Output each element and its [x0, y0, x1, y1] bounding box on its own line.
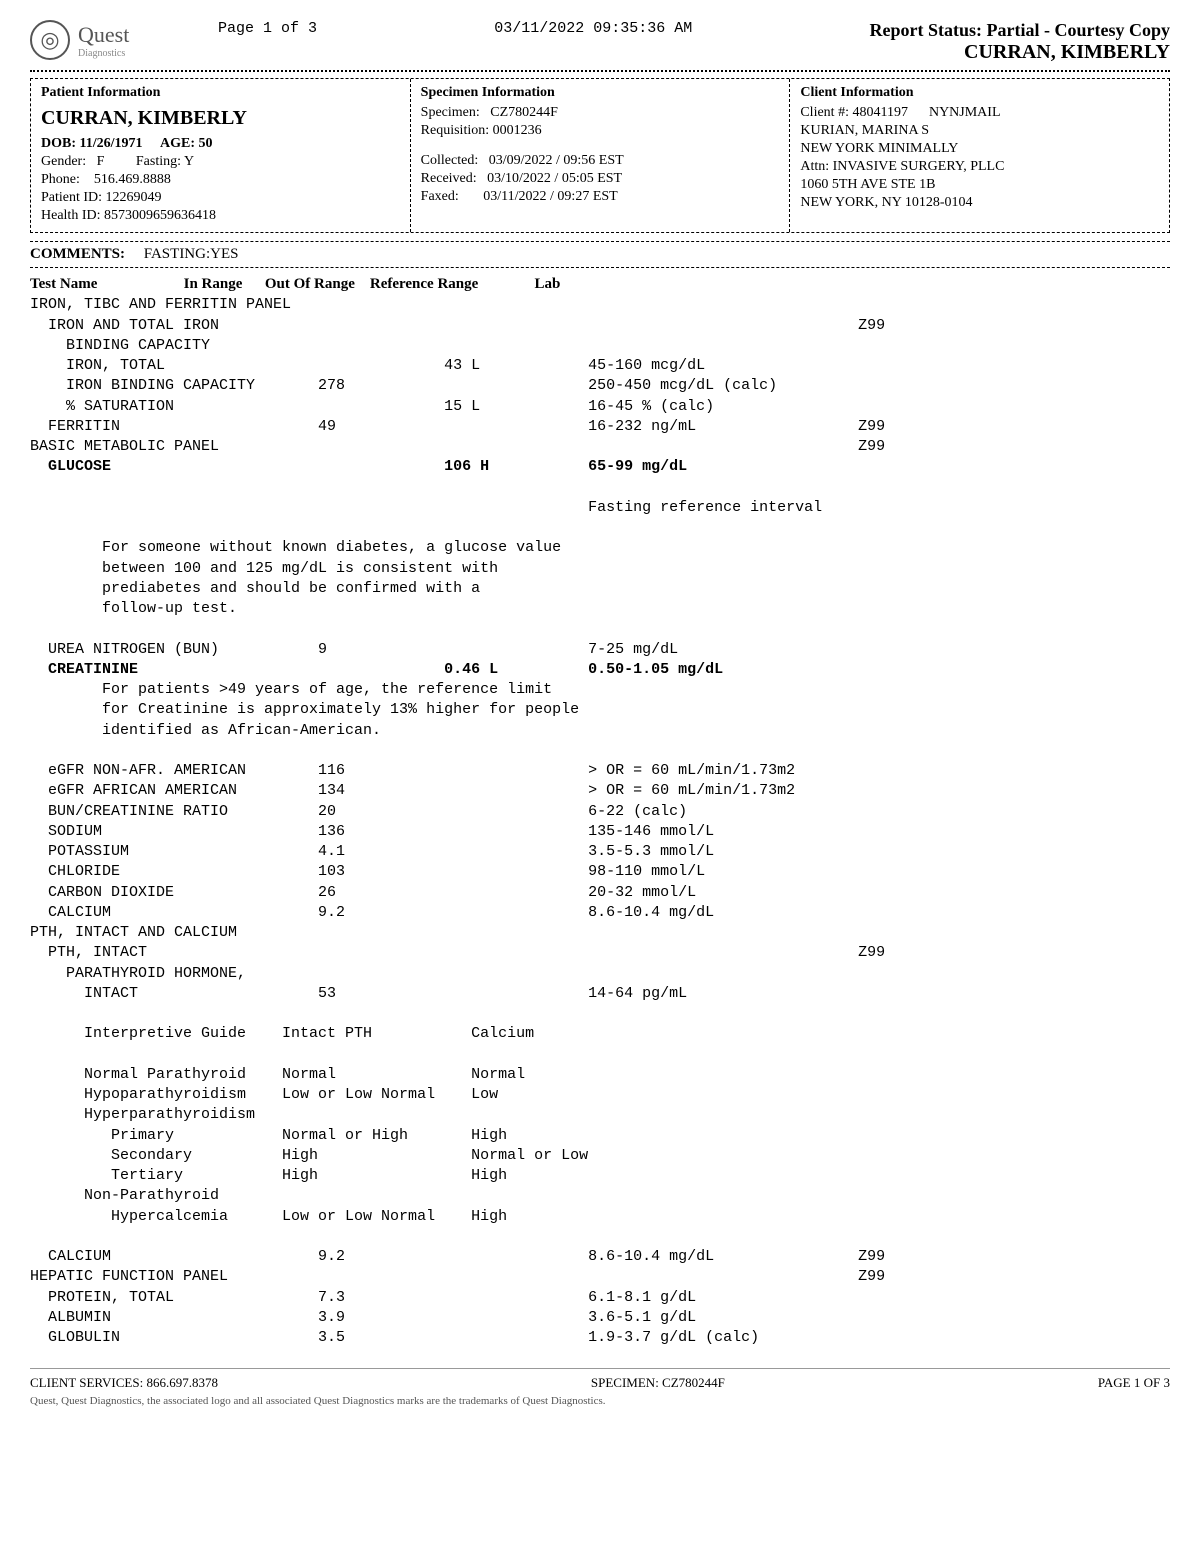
health-id-label: Health ID: [41, 208, 100, 223]
info-boxes: Patient Information CURRAN, KIMBERLY DOB… [30, 78, 1170, 233]
comments-label: COMMENTS: [30, 246, 125, 262]
client-addr1: 1060 5TH AVE STE 1B [800, 177, 1159, 193]
client-addr2: NEW YORK, NY 10128-0104 [800, 195, 1159, 211]
collected-label: Collected: [421, 153, 479, 168]
dob-label: DOB: [41, 136, 76, 151]
health-id-value: 8573009659636418 [104, 208, 216, 223]
patient-info-box: Patient Information CURRAN, KIMBERLY DOB… [31, 79, 411, 232]
patient-name-header: CURRAN, KIMBERLY [870, 41, 1170, 64]
footer-left: CLIENT SERVICES: 866.697.8378 [30, 1375, 218, 1391]
practice-line1: NEW YORK MINIMALLY [800, 141, 1159, 157]
physician-name: KURIAN, MARINA S [800, 123, 1159, 139]
report-status: Report Status: Partial - Courtesy Copy [870, 20, 1170, 41]
gender-label: Gender: [41, 154, 86, 169]
specimen-value: CZ780244F [490, 105, 558, 120]
footer-disclaimer: Quest, Quest Diagnostics, the associated… [30, 1395, 1170, 1407]
specimen-label: Specimen: [421, 105, 480, 120]
footer-center: SPECIMEN: CZ780244F [591, 1375, 725, 1391]
client-info-title: Client Information [800, 85, 1159, 101]
page-number: Page 1 of 3 [218, 20, 317, 37]
footer-right: PAGE 1 OF 3 [1098, 1375, 1170, 1391]
requisition-value: 0001236 [493, 123, 542, 138]
divider [30, 70, 1170, 72]
comments-value: FASTING:YES [144, 246, 239, 262]
requisition-label: Requisition: [421, 123, 489, 138]
received-label: Received: [421, 171, 477, 186]
client-num-value: 48041197 [852, 105, 907, 120]
specimen-info-box: Specimen Information Specimen: CZ780244F… [411, 79, 791, 232]
dob-value: 11/26/1971 [80, 136, 143, 151]
phone-label: Phone: [41, 172, 80, 187]
page-footer: CLIENT SERVICES: 866.697.8378 SPECIMEN: … [30, 1368, 1170, 1391]
client-info-box: Client Information Client #: 48041197 NY… [790, 79, 1169, 232]
quest-logo-icon: ◎ [30, 20, 70, 60]
logo-text: Quest [78, 22, 129, 48]
report-header: ◎ Quest Diagnostics Page 1 of 3 03/11/20… [30, 20, 1170, 64]
client-num-label: Client #: [800, 105, 849, 120]
age-label: AGE: [160, 136, 195, 151]
fasting-value: Y [184, 154, 194, 169]
collected-value: 03/09/2022 / 09:56 EST [489, 153, 624, 168]
comments-row: COMMENTS: FASTING:YES [30, 241, 1170, 268]
fasting-label: Fasting: [136, 154, 181, 169]
status-block: Report Status: Partial - Courtesy Copy C… [870, 20, 1170, 64]
age-value: 50 [199, 136, 213, 151]
patient-full-name: CURRAN, KIMBERLY [41, 107, 400, 130]
practice-line2: Attn: INVASIVE SURGERY, PLLC [800, 159, 1159, 175]
report-timestamp: 03/11/2022 09:35:36 AM [317, 20, 870, 37]
client-route: NYNJMAIL [929, 105, 1001, 120]
patient-id-value: 12269049 [106, 190, 162, 205]
faxed-value: 03/11/2022 / 09:27 EST [483, 189, 617, 204]
faxed-label: Faxed: [421, 189, 459, 204]
logo-subtext: Diagnostics [78, 48, 129, 59]
gender-value: F [97, 154, 105, 169]
phone-value: 516.469.8888 [94, 172, 171, 187]
results-table: Test Name In Range Out Of Range Referenc… [30, 274, 1170, 1348]
logo-block: ◎ Quest Diagnostics [30, 20, 210, 60]
specimen-info-title: Specimen Information [421, 85, 780, 101]
patient-id-label: Patient ID: [41, 190, 102, 205]
received-value: 03/10/2022 / 05:05 EST [487, 171, 622, 186]
patient-info-title: Patient Information [41, 85, 400, 101]
